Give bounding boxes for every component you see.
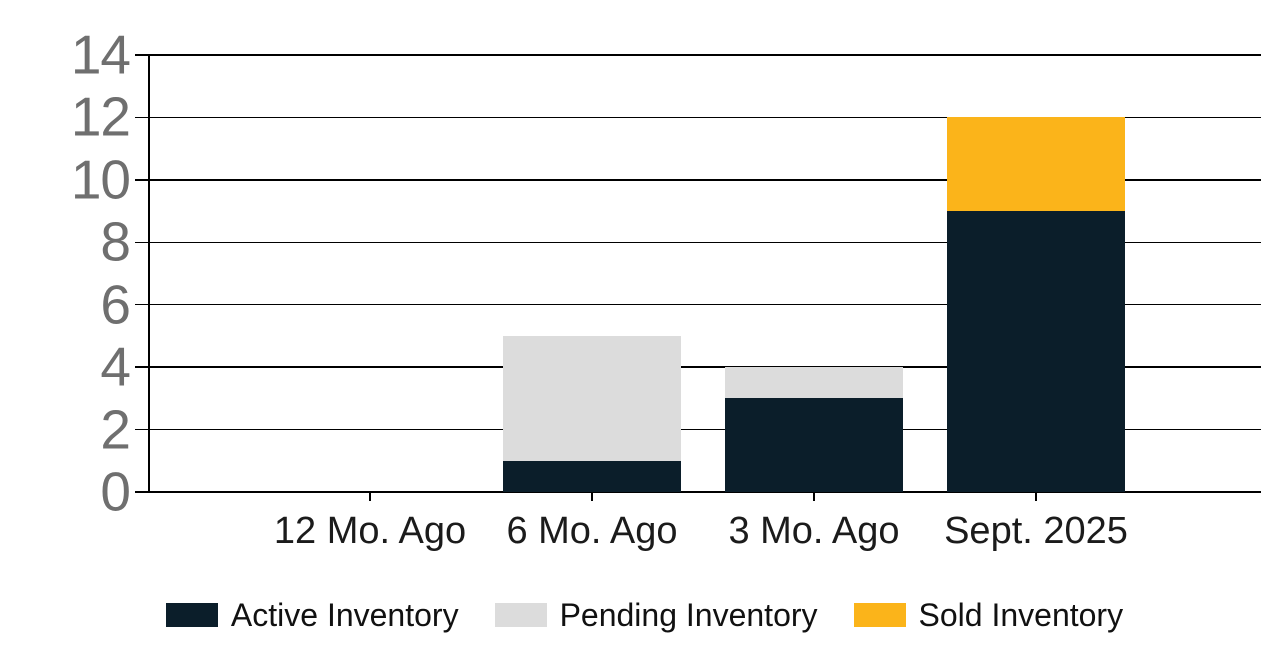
- gridline: [135, 54, 1261, 56]
- gridline: [135, 303, 1261, 306]
- y-axis-line: [148, 55, 150, 492]
- x-tickmark: [813, 492, 815, 501]
- legend-label: Active Inventory: [230, 597, 459, 633]
- x-tick-label: 3 Mo. Ago: [728, 510, 900, 552]
- legend-swatch-icon: [853, 603, 906, 627]
- bar-segment-active-inventory: [947, 211, 1125, 492]
- bar-segment-pending-inventory: [725, 367, 903, 399]
- legend: Active Inventory Pending Inventory Sold In…: [14, 599, 1261, 631]
- x-tickmark: [369, 492, 371, 501]
- gridline: [135, 428, 1261, 431]
- y-tick-label: 10: [70, 148, 131, 211]
- bar-segment-sold-inventory: [947, 117, 1125, 212]
- gridline: [135, 241, 1261, 244]
- y-tick-label: 8: [100, 210, 131, 273]
- y-axis-labels: 0 2 4 6 8 10 12 14: [0, 0, 131, 663]
- legend-item-pending-inventory: Pending Inventory: [494, 597, 818, 633]
- legend-label: Sold Inventory: [918, 597, 1124, 633]
- legend-swatch-icon: [165, 603, 218, 627]
- y-tick-label: 14: [70, 23, 131, 86]
- y-tick-label: 12: [70, 85, 131, 148]
- x-tickmark: [591, 492, 593, 501]
- gridline: [135, 491, 1261, 493]
- x-tick-label: Sept. 2025: [944, 510, 1128, 552]
- legend-item-sold-inventory: Sold Inventory: [853, 597, 1124, 633]
- y-tick-label: 0: [100, 460, 131, 523]
- bar-segment-pending-inventory: [503, 335, 681, 461]
- gridline: [135, 179, 1261, 181]
- y-tick-label: 2: [100, 398, 131, 461]
- legend-label: Pending Inventory: [559, 597, 818, 633]
- x-tickmark: [1035, 492, 1037, 501]
- bar-segment-active-inventory: [503, 460, 681, 492]
- gridline: [135, 116, 1261, 119]
- legend-swatch-icon: [494, 603, 547, 627]
- bar-segment-active-inventory: [725, 398, 903, 492]
- y-tick-label: 6: [100, 273, 131, 336]
- gridline: [135, 366, 1261, 368]
- y-tick-label: 4: [100, 335, 131, 398]
- legend-item-active-inventory: Active Inventory: [165, 597, 459, 633]
- plot-area: [135, 54, 1261, 501]
- x-tick-label: 6 Mo. Ago: [506, 510, 678, 552]
- x-tick-label: 12 Mo. Ago: [273, 510, 467, 552]
